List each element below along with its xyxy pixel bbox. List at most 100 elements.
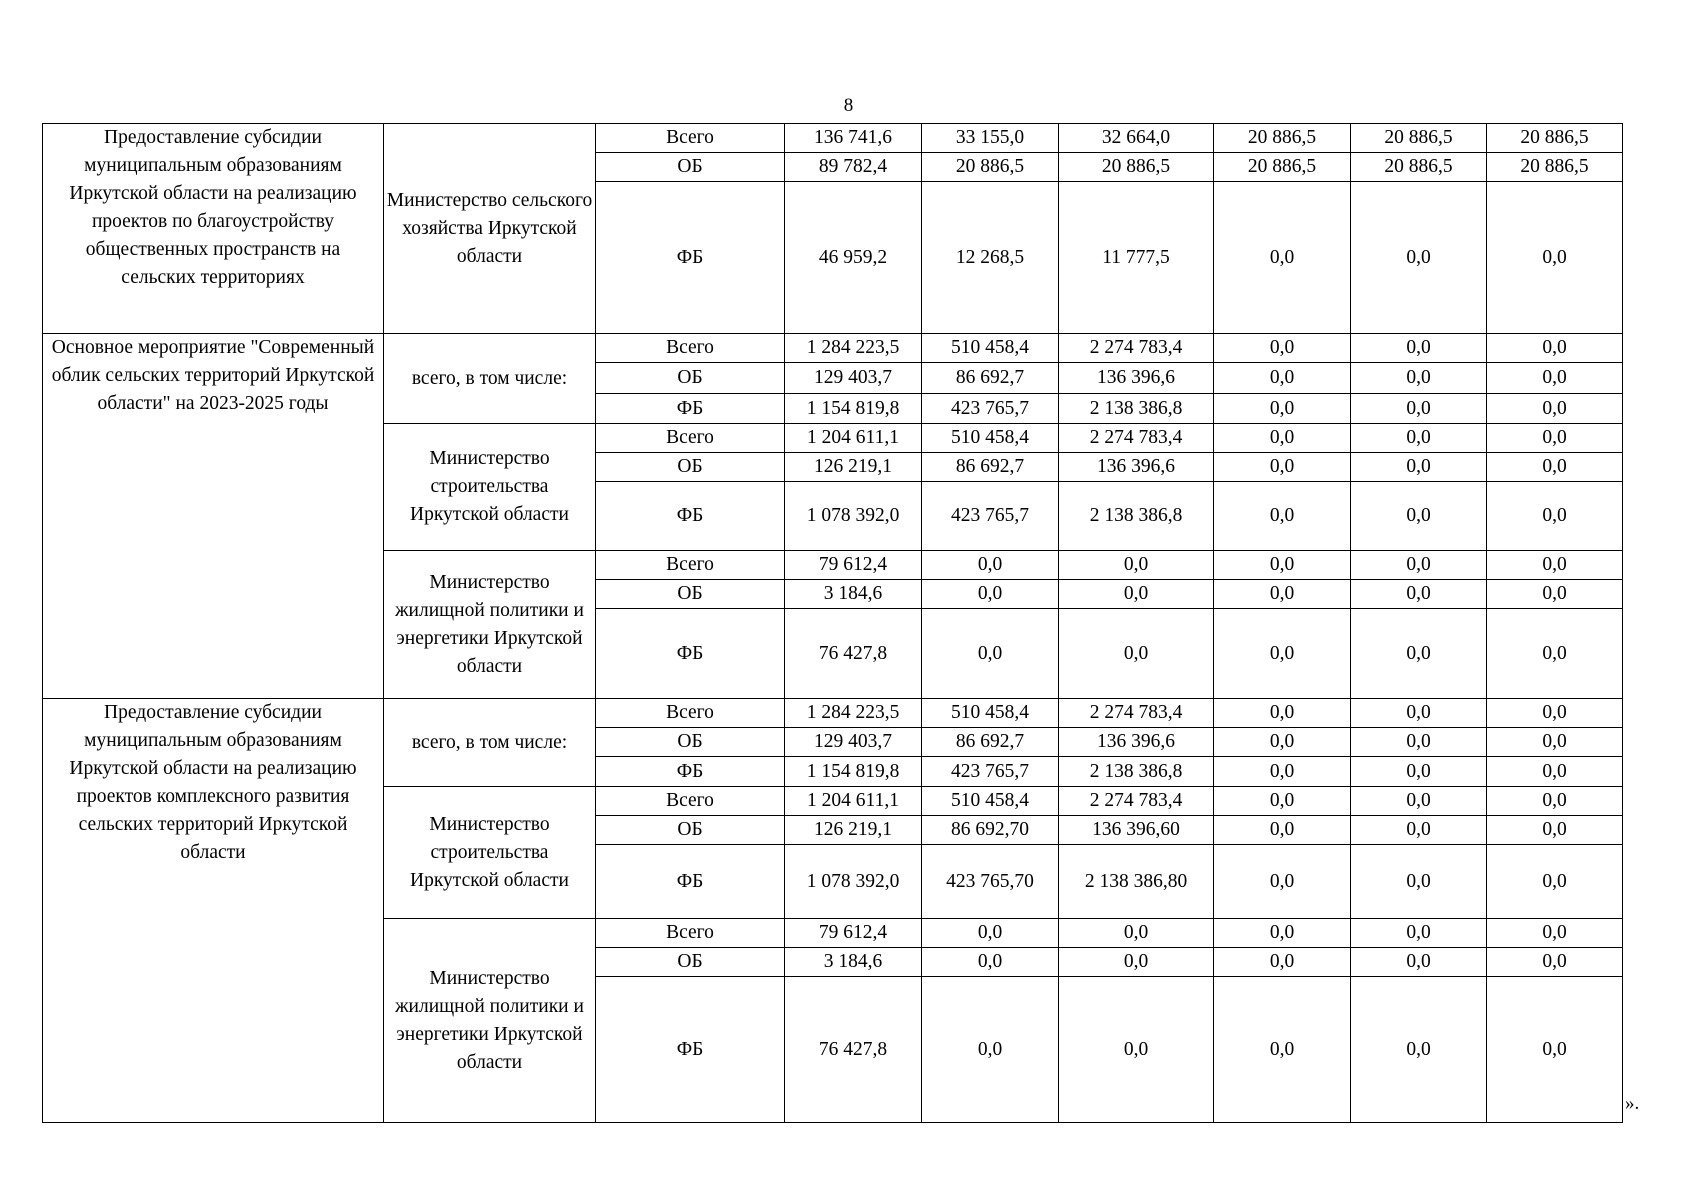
funding-source: ФБ: [595, 844, 785, 919]
amount-cell: 0,0: [1213, 756, 1351, 787]
amount-cell: 0,0: [1213, 976, 1351, 1123]
amount-cell: 0,0: [1350, 481, 1487, 551]
amount-cell: 0,0: [1486, 423, 1623, 453]
amount-cell: 1 154 819,8: [784, 393, 922, 424]
amount-cell: 20 886,5: [1350, 123, 1487, 153]
funding-source: ОБ: [595, 727, 785, 757]
amount-cell: 0,0: [921, 550, 1059, 580]
amount-cell: 0,0: [1486, 362, 1623, 394]
amount-cell: 0,0: [1486, 481, 1623, 551]
amount-cell: 2 274 783,4: [1058, 786, 1214, 816]
amount-cell: 136 396,6: [1058, 362, 1214, 394]
amount-cell: 0,0: [1058, 918, 1214, 948]
table-row: ОБ 3 184,6 0,0 0,0 0,0 0,0 0,0: [43, 579, 1623, 609]
amount-cell: 0,0: [1213, 608, 1351, 699]
amount-cell: 0,0: [1350, 333, 1487, 363]
amount-cell: 510 458,4: [921, 698, 1059, 728]
amount-cell: 12 268,5: [921, 181, 1059, 334]
amount-cell: 0,0: [1486, 727, 1623, 757]
amount-cell: 510 458,4: [921, 333, 1059, 363]
amount-cell: 0,0: [1213, 727, 1351, 757]
amount-cell: 46 959,2: [784, 181, 922, 334]
amount-cell: 1 154 819,8: [784, 756, 922, 787]
amount-cell: 136 741,6: [784, 123, 922, 153]
amount-cell: 0,0: [1486, 844, 1623, 919]
amount-cell: 0,0: [1486, 181, 1623, 334]
amount-cell: 3 184,6: [784, 947, 922, 977]
table-row: ФБ 46 959,2 12 268,5 11 777,5 0,0 0,0 0,0: [43, 181, 1623, 334]
amount-cell: 0,0: [921, 608, 1059, 699]
amount-cell: 76 427,8: [784, 976, 922, 1123]
amount-cell: 20 886,5: [1213, 152, 1351, 182]
funding-source: Всего: [595, 550, 785, 580]
amount-cell: 1 204 611,1: [784, 786, 922, 816]
amount-cell: 0,0: [1213, 181, 1351, 334]
table-row: ОБ 3 184,6 0,0 0,0 0,0 0,0 0,0: [43, 947, 1623, 977]
amount-cell: 129 403,7: [784, 727, 922, 757]
table-row: ОБ 126 219,1 86 692,7 136 396,6 0,0 0,0 0,0: [43, 452, 1623, 482]
amount-cell: 0,0: [1213, 844, 1351, 919]
amount-cell: 2 138 386,8: [1058, 481, 1214, 551]
table-row: ФБ 76 427,8 0,0 0,0 0,0 0,0 0,0: [43, 976, 1623, 1123]
amount-cell: 86 692,70: [921, 815, 1059, 845]
amount-cell: 0,0: [1486, 976, 1623, 1123]
amount-cell: 0,0: [1213, 786, 1351, 816]
table-row: Министерство жилищной политики и энергет…: [43, 918, 1623, 1123]
page-number: 8: [843, 95, 854, 116]
amount-cell: 0,0: [921, 918, 1059, 948]
amount-cell: 0,0: [1213, 423, 1351, 453]
table-row: Министерство строительства Иркутской обл…: [43, 786, 1623, 919]
amount-cell: 0,0: [1213, 333, 1351, 363]
amount-cell: 79 612,4: [784, 550, 922, 580]
funding-source: ОБ: [595, 362, 785, 394]
responsible-executor: Министерство строительства Иркутской обл…: [383, 786, 596, 919]
table-row: ФБ 1 078 392,0 423 765,70 2 138 386,80 0,0 0,…: [43, 844, 1623, 919]
table-row: ФБ 1 154 819,8 423 765,7 2 138 386,8 0,0 0,0 0…: [43, 393, 1623, 424]
amount-cell: 20 886,5: [1350, 152, 1487, 182]
amount-cell: 0,0: [921, 947, 1059, 977]
amount-cell: 136 396,6: [1058, 452, 1214, 482]
funding-source: Всего: [595, 918, 785, 948]
table-row: Министерство строительства Иркутской обл…: [43, 423, 1623, 551]
amount-cell: 0,0: [1213, 481, 1351, 551]
amount-cell: 0,0: [1350, 698, 1487, 728]
funding-source: ФБ: [595, 756, 785, 787]
amount-cell: 2 274 783,4: [1058, 698, 1214, 728]
amount-cell: 89 782,4: [784, 152, 922, 182]
amount-cell: 2 274 783,4: [1058, 423, 1214, 453]
amount-cell: 0,0: [1350, 608, 1487, 699]
amount-cell: 0,0: [1350, 579, 1487, 609]
amount-cell: 0,0: [1350, 362, 1487, 394]
funding-source: ОБ: [595, 815, 785, 845]
amount-cell: 0,0: [1058, 608, 1214, 699]
funding-source: Всего: [595, 786, 785, 816]
responsible-executor: Министерство сельского хозяйства Иркутск…: [383, 123, 596, 334]
activity-title: Предоставление субсидии муниципальным об…: [42, 123, 384, 334]
amount-cell: 423 765,70: [921, 844, 1059, 919]
amount-cell: 0,0: [1486, 452, 1623, 482]
funding-source: Всего: [595, 423, 785, 453]
amount-cell: 0,0: [1486, 815, 1623, 845]
amount-cell: 423 765,7: [921, 393, 1059, 424]
amount-cell: 20 886,5: [921, 152, 1059, 182]
amount-cell: 0,0: [1350, 452, 1487, 482]
funding-source: ФБ: [595, 181, 785, 334]
amount-cell: 0,0: [1058, 579, 1214, 609]
amount-cell: 0,0: [1213, 918, 1351, 948]
table-row: ФБ 1 154 819,8 423 765,7 2 138 386,8 0,0 0,0 0…: [43, 756, 1623, 787]
funding-source: ФБ: [595, 976, 785, 1123]
funding-source: ОБ: [595, 947, 785, 977]
amount-cell: 0,0: [1486, 756, 1623, 787]
amount-cell: 0,0: [1486, 947, 1623, 977]
amount-cell: 20 886,5: [1213, 123, 1351, 153]
amount-cell: 0,0: [1350, 393, 1487, 424]
amount-cell: 0,0: [1350, 976, 1487, 1123]
amount-cell: 0,0: [1213, 815, 1351, 845]
amount-cell: 11 777,5: [1058, 181, 1214, 334]
amount-cell: 1 078 392,0: [784, 844, 922, 919]
amount-cell: 20 886,5: [1486, 152, 1623, 182]
funding-source: Всего: [595, 698, 785, 728]
amount-cell: 0,0: [1350, 756, 1487, 787]
amount-cell: 0,0: [921, 579, 1059, 609]
funding-source: Всего: [595, 333, 785, 363]
